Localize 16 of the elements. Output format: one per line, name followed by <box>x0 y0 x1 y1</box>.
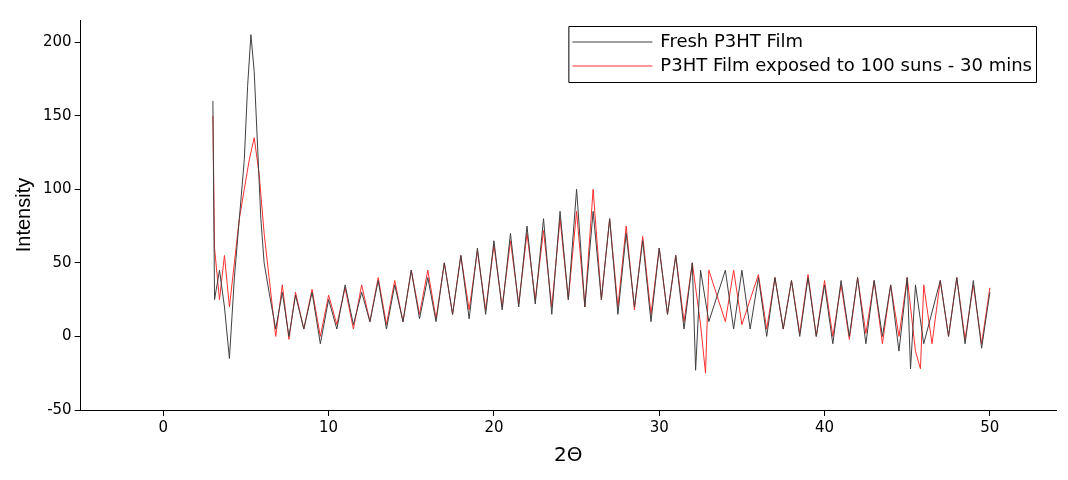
x-axis-title: 2Θ <box>554 442 583 467</box>
x-tick-label: 10 <box>319 417 339 436</box>
x-tick-label: 0 <box>158 417 169 436</box>
y-tick-label: 50 <box>52 252 72 271</box>
legend-label: Fresh P3HT Film <box>660 29 804 51</box>
x-tick-label: 50 <box>980 417 1000 436</box>
x-tick-label: 30 <box>649 417 669 436</box>
y-tick-label: 0 <box>62 326 72 345</box>
x-tick-label: 20 <box>484 417 504 436</box>
y-tick-label: 200 <box>42 31 72 50</box>
x-tick-label: 40 <box>815 417 835 436</box>
legend-label: P3HT Film exposed to 100 suns - 30 mins <box>660 53 1032 75</box>
y-tick-label: 100 <box>42 179 72 198</box>
y-tick-label: 150 <box>42 105 72 124</box>
y-axis-title: Intensity <box>11 177 34 253</box>
y-tick-label: -50 <box>47 399 72 418</box>
